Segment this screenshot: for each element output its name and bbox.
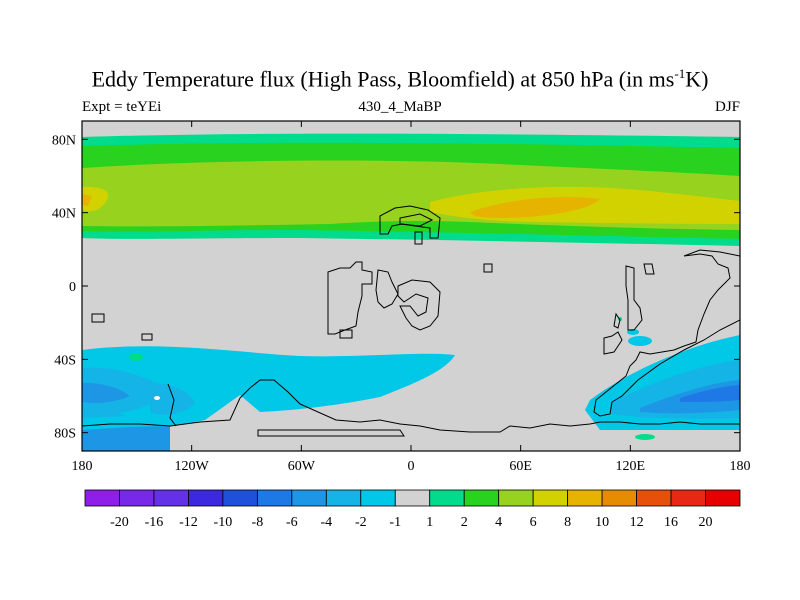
lat-tick-label: 80S — [54, 427, 76, 442]
colorbar-swatch — [360, 489, 396, 507]
colorbar-label: 12 — [630, 515, 644, 530]
colorbar-swatch — [222, 489, 258, 507]
lat-tick-label: 40N — [52, 207, 76, 222]
colorbar-label: -4 — [320, 515, 332, 530]
colorbar-swatch — [291, 489, 327, 507]
colorbar-label: -6 — [286, 515, 298, 530]
lat-tick-label: 40S — [54, 353, 76, 368]
colorbar-label: -2 — [355, 515, 367, 530]
colorbar-label: 2 — [461, 515, 468, 530]
colorbar-swatch — [119, 489, 155, 507]
colorbar-label: 6 — [530, 515, 537, 530]
colorbar-swatch — [636, 489, 672, 507]
colorbar-swatch — [601, 489, 637, 507]
colorbar-swatch — [567, 489, 603, 507]
lat-tick-label: 0 — [69, 280, 76, 295]
colorbar-swatch — [498, 489, 534, 507]
lon-tick-label: 120W — [175, 459, 210, 474]
colorbar-label: 10 — [595, 515, 609, 530]
colorbar-label: 4 — [495, 515, 502, 530]
map-title: Eddy Temperature flux (High Pass, Bloomf… — [91, 66, 709, 92]
colorbar-swatch — [532, 489, 569, 507]
colorbar-swatch — [84, 489, 120, 507]
colorbar-swatch — [705, 489, 741, 507]
longitude-axis: 180 120W 60W 0 60E 120E 180 — [72, 121, 751, 474]
map-field — [82, 121, 740, 451]
colorbar-swatch — [153, 489, 189, 507]
colorbar-swatch — [463, 489, 500, 507]
colorbar-swatch — [325, 489, 362, 507]
colorbar-label: -8 — [252, 515, 264, 530]
latitude-axis: 80N 40N 0 40S 80S — [52, 133, 740, 442]
colorbar-swatch — [256, 489, 293, 507]
nh-flux-band — [82, 133, 740, 246]
colorbar-label: -1 — [389, 515, 401, 530]
colorbar-label: 1 — [426, 515, 433, 530]
colorbar-swatch — [188, 489, 224, 507]
lon-tick-label: 60W — [288, 459, 316, 474]
colorbar-label: 20 — [699, 515, 713, 530]
colorbar-swatch — [429, 489, 465, 507]
colorbar-label: 8 — [564, 515, 571, 530]
colorbar: -20 -16 -12 -10 -8 -6 -4 -2 -1 1 2 4 6 8 10 12 16 20 — [84, 489, 741, 530]
experiment-label: Expt = teYEi — [82, 99, 162, 115]
run-label: 430_4_MaBP — [358, 99, 442, 115]
colorbar-label: -12 — [179, 515, 198, 530]
coastlines — [82, 205, 740, 451]
colorbar-label: -10 — [214, 515, 233, 530]
lon-tick-label: 0 — [408, 459, 415, 474]
colorbar-swatch — [670, 489, 706, 507]
lon-tick-label: 120E — [616, 459, 646, 474]
colorbar-swatch — [394, 489, 431, 507]
sh-flux-band-east — [585, 335, 740, 430]
colorbar-label: -20 — [110, 515, 129, 530]
lat-tick-label: 80N — [52, 133, 76, 148]
lon-tick-label: 180 — [72, 459, 93, 474]
colorbar-label: 16 — [664, 515, 678, 530]
lon-tick-label: 60E — [509, 459, 532, 474]
lon-tick-label: 180 — [730, 459, 751, 474]
sh-flux-band-west — [82, 346, 455, 451]
colorbar-label: -16 — [145, 515, 164, 530]
small-flux-features — [129, 317, 655, 440]
season-label: DJF — [714, 99, 740, 115]
